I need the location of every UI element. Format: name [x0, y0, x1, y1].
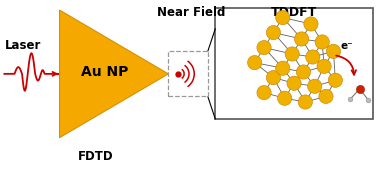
Circle shape [315, 35, 329, 49]
Circle shape [319, 89, 333, 104]
Text: TDDFT: TDDFT [271, 6, 317, 19]
Circle shape [328, 73, 342, 87]
Circle shape [304, 17, 318, 31]
Circle shape [276, 61, 290, 75]
Circle shape [306, 50, 320, 64]
Text: FDTD: FDTD [77, 150, 113, 163]
Polygon shape [60, 10, 168, 138]
Bar [215, 8, 373, 119]
Text: Laser: Laser [5, 39, 41, 52]
Circle shape [285, 47, 299, 61]
Circle shape [287, 76, 301, 90]
Circle shape [276, 10, 290, 25]
Circle shape [277, 91, 292, 105]
Text: Near Field: Near Field [157, 6, 225, 19]
Circle shape [317, 59, 331, 74]
Bar [168, 51, 208, 96]
Circle shape [296, 65, 311, 79]
Circle shape [294, 32, 309, 46]
Text: Au NP: Au NP [81, 65, 128, 79]
Text: e⁻: e⁻ [340, 41, 353, 51]
Circle shape [257, 40, 271, 55]
Circle shape [266, 26, 280, 40]
Circle shape [248, 56, 262, 70]
Circle shape [326, 44, 341, 58]
Circle shape [257, 85, 271, 100]
Circle shape [308, 79, 322, 93]
Circle shape [298, 95, 313, 109]
Circle shape [266, 70, 280, 85]
FancyArrowPatch shape [336, 56, 356, 75]
